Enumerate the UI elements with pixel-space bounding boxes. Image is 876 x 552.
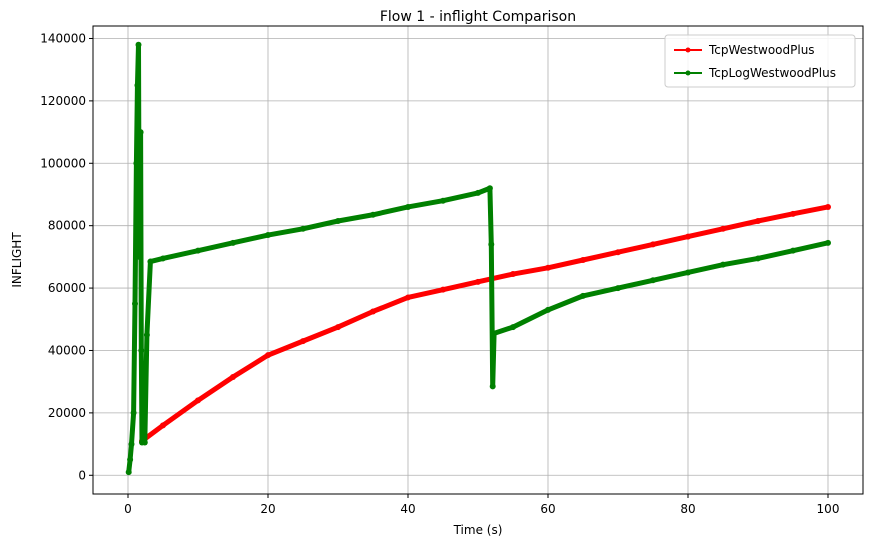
data-point <box>510 271 516 278</box>
data-point <box>486 185 493 192</box>
legend: TcpWestwoodPlus TcpLogWestwoodPlus <box>664 34 856 88</box>
data-point <box>440 197 446 204</box>
x-tick-label: 40 <box>400 502 415 516</box>
y-tick-label: 100000 <box>40 156 86 170</box>
data-point <box>475 278 481 285</box>
data-point <box>195 397 201 404</box>
data-point <box>128 441 135 448</box>
data-point <box>335 218 341 224</box>
y-tick-label: 140000 <box>40 31 86 45</box>
legend-label: TcpWestwoodPlus <box>708 43 815 57</box>
legend-marker <box>685 70 691 76</box>
data-point <box>300 225 306 232</box>
data-point <box>615 285 621 292</box>
data-point <box>127 456 134 463</box>
x-axis-label: Time (s) <box>453 523 503 537</box>
data-point <box>160 255 166 262</box>
data-point <box>300 338 306 345</box>
series-TcpWestwoodPlus <box>139 203 831 444</box>
x-tick-label: 60 <box>540 502 555 516</box>
legend-marker <box>685 47 691 53</box>
data-point <box>755 218 761 224</box>
data-point <box>491 330 498 337</box>
data-point <box>136 253 143 260</box>
x-tick-label: 80 <box>680 502 695 516</box>
data-point <box>580 292 586 299</box>
y-tick-label: 20000 <box>48 406 86 420</box>
series-TcpLogWestwoodPlus <box>125 41 831 476</box>
data-point <box>335 324 341 331</box>
data-point <box>545 264 551 271</box>
data-point <box>489 383 496 390</box>
data-point <box>160 422 166 429</box>
data-point <box>615 249 621 256</box>
series-layer <box>125 41 831 476</box>
data-point <box>265 232 271 239</box>
x-tick-label: 20 <box>260 502 275 516</box>
data-point <box>370 308 376 315</box>
data-point <box>138 347 145 354</box>
data-point <box>370 211 376 218</box>
data-point <box>134 82 141 89</box>
y-tick-label: 0 <box>78 468 86 482</box>
data-point <box>147 258 154 265</box>
data-point <box>133 160 140 167</box>
data-point <box>580 257 586 263</box>
data-point <box>790 247 796 254</box>
x-tick-label: 100 <box>817 502 840 516</box>
data-point <box>650 241 656 248</box>
data-point <box>488 241 495 248</box>
data-point <box>825 203 831 210</box>
plot-area-frame <box>92 25 864 495</box>
axis-ticks: 0 20 40 60 80 100 0 20000 40000 60000 80000 100000 1… <box>40 31 839 516</box>
data-point <box>195 247 201 254</box>
data-point <box>440 286 446 293</box>
data-point <box>132 300 138 307</box>
data-point <box>685 269 691 276</box>
data-point <box>720 225 726 232</box>
y-tick-label: 80000 <box>48 219 86 233</box>
data-point <box>545 306 551 313</box>
data-point <box>137 129 144 136</box>
data-point <box>825 239 831 246</box>
data-point <box>755 255 761 262</box>
legend-box <box>664 34 856 88</box>
data-point <box>130 409 137 416</box>
data-point <box>405 294 411 301</box>
data-point <box>125 469 132 476</box>
data-point <box>650 277 656 284</box>
y-axis-label: INFLIGHT <box>10 232 24 288</box>
data-point <box>510 324 516 331</box>
data-point <box>230 239 236 246</box>
data-point <box>405 203 411 210</box>
x-tick-label: 0 <box>124 502 132 516</box>
data-point <box>141 439 148 446</box>
data-point <box>685 233 691 240</box>
y-tick-label: 60000 <box>48 281 86 295</box>
data-point <box>143 331 150 338</box>
data-point <box>475 189 481 196</box>
y-tick-label: 120000 <box>40 94 86 108</box>
chart-title: Flow 1 - inflight Comparison <box>380 9 576 25</box>
data-point <box>230 374 236 380</box>
data-point <box>135 41 142 48</box>
legend-label: TcpLogWestwoodPlus <box>708 66 836 80</box>
data-point <box>790 210 796 217</box>
data-point <box>720 261 726 268</box>
y-tick-label: 40000 <box>48 343 86 357</box>
data-point <box>265 352 271 359</box>
